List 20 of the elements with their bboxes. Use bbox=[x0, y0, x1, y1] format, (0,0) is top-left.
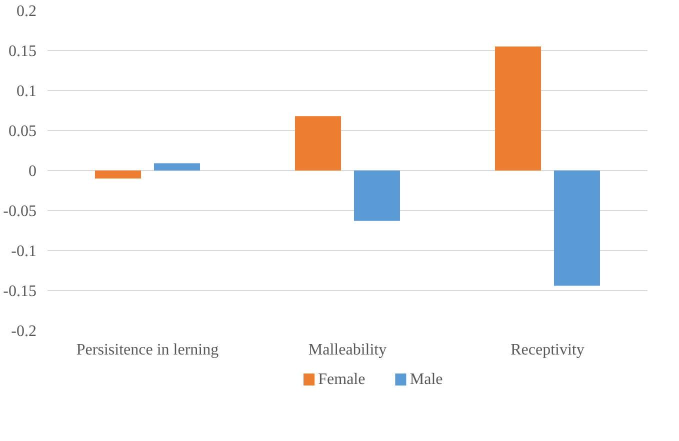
y-tick-label: 0 bbox=[28, 163, 36, 180]
y-tick-label: 0.15 bbox=[8, 43, 36, 60]
bar bbox=[295, 116, 341, 170]
y-tick-label: 0.2 bbox=[16, 3, 36, 20]
bar bbox=[95, 170, 141, 178]
y-tick-label: 0.1 bbox=[16, 83, 36, 100]
legend-label: Female bbox=[318, 371, 366, 388]
bar bbox=[495, 46, 541, 170]
x-tick-label: Persisitence in lerning bbox=[76, 342, 219, 358]
x-tick-label: Malleability bbox=[308, 342, 387, 358]
y-tick-label: 0.05 bbox=[8, 123, 36, 140]
x-tick-label: Receptivity bbox=[510, 342, 584, 358]
bar bbox=[354, 170, 400, 221]
y-tick-label: -0.05 bbox=[3, 203, 36, 220]
y-tick-label: -0.1 bbox=[11, 243, 36, 260]
legend-label: Male bbox=[410, 371, 443, 388]
bar bbox=[154, 163, 200, 170]
y-tick-label: -0.2 bbox=[11, 323, 36, 340]
bar bbox=[554, 170, 600, 286]
y-tick-label: -0.15 bbox=[3, 283, 36, 300]
